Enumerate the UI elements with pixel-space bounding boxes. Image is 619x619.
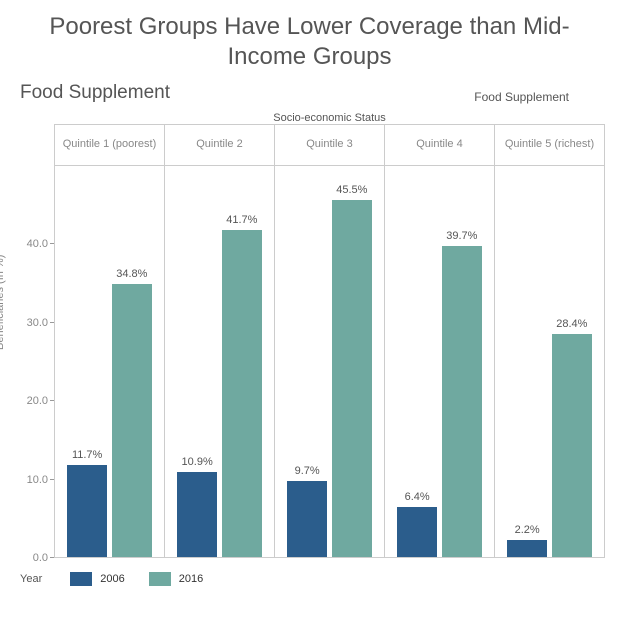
legend-item: 2016 [149,572,203,586]
bar: 41.7% [222,230,262,557]
bar-value-label: 41.7% [222,214,262,226]
y-tick-label: 10.0 [27,474,48,486]
y-axis-label: Beneficiaries (In %) [0,255,6,350]
bar-value-label: 11.7% [67,449,107,461]
bar-value-label: 9.7% [287,465,327,477]
y-tick-label: 30.0 [27,317,48,329]
chart-title: Poorest Groups Have Lower Coverage than … [0,0,619,76]
panel: 9.7%45.5% [274,166,384,558]
panel: 11.7%34.8% [54,166,164,558]
panel-header: Quintile 1 (poorest) [54,124,164,166]
legend-label: 2006 [100,573,124,585]
bar-value-label: 6.4% [397,491,437,503]
y-tick-label: 40.0 [27,238,48,250]
bar-value-label: 10.9% [177,456,217,468]
bar-value-label: 39.7% [442,230,482,242]
panel-header: Quintile 5 (richest) [494,124,605,166]
bar: 11.7% [67,465,107,557]
bar: 34.8% [112,284,152,557]
bar-value-label: 2.2% [507,524,547,536]
y-axis: Beneficiaries (In %) 0.010.020.030.040.0 [0,166,54,558]
legend-swatch [70,572,92,586]
plot-row: 11.7%34.8%10.9%41.7%9.7%45.5%6.4%39.7%2.… [54,166,605,558]
panel-header: Quintile 2 [164,124,274,166]
panel-header: Quintile 4 [384,124,494,166]
legend-item: 2006 [70,572,124,586]
y-tick-label: 20.0 [27,395,48,407]
legend-title: Food Supplement [474,90,569,104]
panel: 2.2% 28.4% [494,166,605,558]
bar: 28.4% [552,334,592,557]
panel-headers: Quintile 1 (poorest)Quintile 2Quintile 3… [54,124,605,166]
legend: Year 2006 2016 [0,564,619,586]
bar: 6.4% [397,507,437,557]
chart-area: Beneficiaries (In %) 0.0 10.0 20.0 30.0 40.0… [0,124,619,564]
panel-header: Quintile 3 [274,124,384,166]
bar: 2.2% [507,540,547,557]
bar-value-label: 28.4% [552,318,592,330]
panel: 10.9%41.7% [164,166,274,558]
panel: 6.4%39.7% [384,166,494,558]
legend-swatch [149,572,171,586]
bar: 9.7% [287,481,327,557]
panel-header-title: Socio-economic Status [40,112,619,124]
bar: 39.7% [442,246,482,557]
bar: 45.5% [332,200,372,557]
bar-value-label: 45.5% [332,184,372,196]
bar-value-label: 34.8% [112,268,152,280]
legend-dim-label: Year [20,573,42,585]
chart-subtitle: Food Supplement [20,82,170,104]
bar: 10.9% [177,472,217,557]
legend-label: 2016 [179,573,203,585]
y-tick-label: 0.0 [33,552,48,564]
